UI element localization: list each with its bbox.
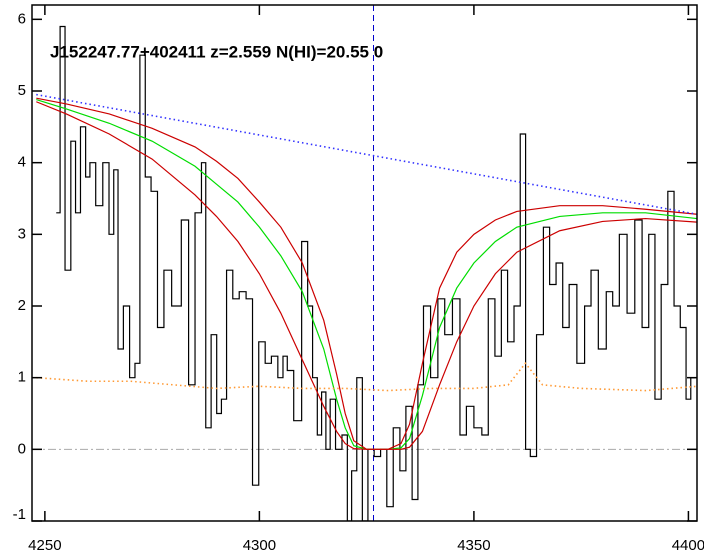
y-tick-label: 5 <box>18 82 26 99</box>
x-tick-label: 4250 <box>28 537 61 554</box>
y-tick-label: 1 <box>18 369 26 386</box>
y-tick-label: 6 <box>18 10 26 27</box>
x-tick-label: 4300 <box>243 537 276 554</box>
frame <box>31 4 698 522</box>
model-line <box>36 97 697 450</box>
flux-line <box>56 25 696 521</box>
model-line <box>36 93 697 216</box>
plot-area <box>32 5 697 521</box>
x-tick-label: 4400 <box>672 537 704 554</box>
y-tick-label: 2 <box>18 297 26 314</box>
annotation: J152247.77+402411 z=2.559 N(HI)=20.55 0 <box>50 42 383 61</box>
model-line <box>36 99 697 450</box>
y-tick-label: 0 <box>18 440 26 457</box>
y-tick-label: 3 <box>18 225 26 242</box>
y-tick-label: -1 <box>13 506 26 523</box>
x-tick-label: 4350 <box>457 537 490 554</box>
y-tick-label: 4 <box>18 154 26 171</box>
model-line <box>36 362 697 392</box>
model-line <box>36 101 697 450</box>
